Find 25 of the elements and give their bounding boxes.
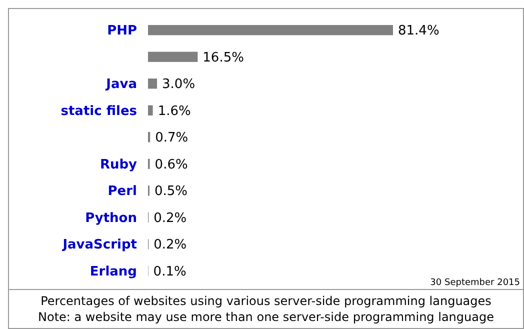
data-label: 3.0% [162, 77, 196, 92]
y-tick-label: Ruby [100, 157, 138, 172]
bar [148, 105, 153, 116]
data-label: 0.5% [154, 184, 188, 200]
data-label: 0.2% [154, 238, 187, 253]
bar [148, 52, 198, 62]
data-label: 16.5% [202, 50, 244, 66]
bar [148, 25, 393, 36]
text: 30 September 2015 [430, 278, 520, 288]
y-tick-label: Erlang [90, 264, 137, 280]
y-tick-label: Perl [108, 184, 137, 200]
text: Percentages of websites using various server-side programming languages [40, 294, 492, 308]
data-label: 0.6% [154, 157, 188, 172]
y-tick-label: Java [105, 77, 137, 92]
data-label: 0.7% [155, 130, 188, 146]
y-tick-label: static files [60, 104, 138, 119]
y-tick-label: JavaScript [62, 238, 137, 253]
data-label: 0.2% [154, 210, 187, 226]
y-tick-label: PHP [107, 24, 137, 39]
data-label: 81.4% [398, 24, 440, 39]
text: Note: a website may use more than one server-side programming language [38, 310, 494, 324]
data-label: 1.6% [158, 104, 191, 119]
y-tick-label: Python [85, 210, 137, 226]
bar [148, 78, 158, 89]
data-label: 0.1% [153, 264, 186, 280]
